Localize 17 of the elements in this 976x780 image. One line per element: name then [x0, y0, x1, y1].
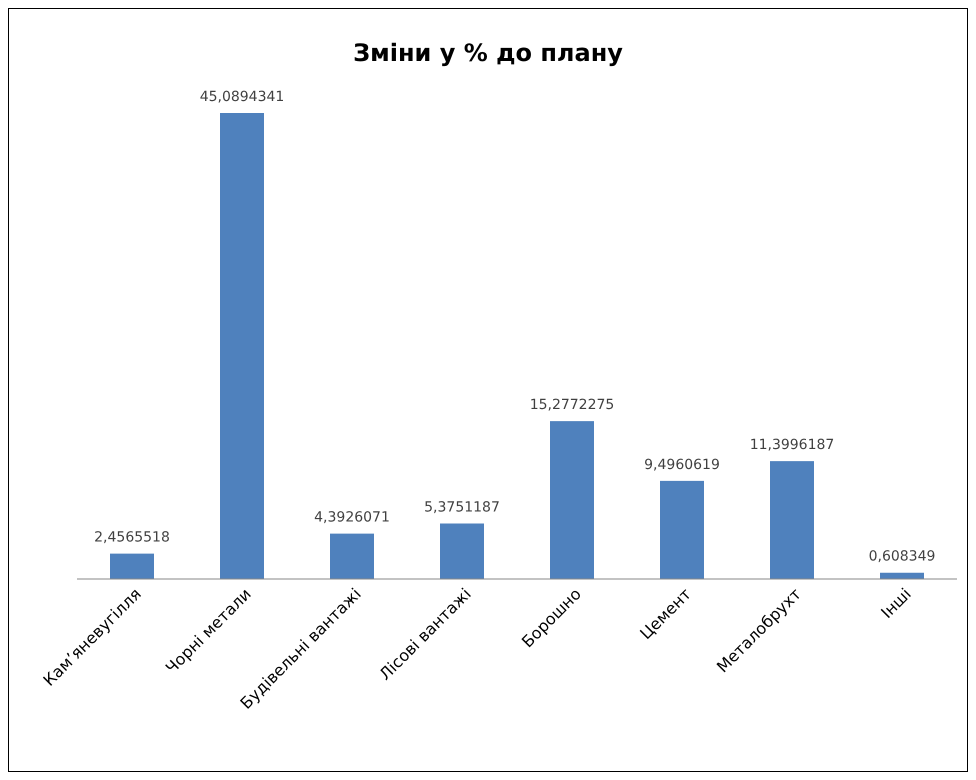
bar	[660, 480, 704, 579]
data-label: 4,3926071	[314, 510, 390, 526]
bar	[110, 554, 154, 579]
data-label: 0,608349	[868, 548, 936, 565]
data-label: 5,3751187	[424, 499, 500, 516]
data-label: 45,0894341	[200, 88, 284, 105]
bar	[880, 572, 924, 579]
data-label: 11,3996187	[750, 437, 834, 454]
bar	[440, 523, 484, 579]
data-label: 2,4565518	[94, 530, 170, 546]
bar	[770, 461, 814, 579]
bar	[330, 534, 374, 579]
chart-title: Зміни у % до плану	[353, 39, 624, 67]
bar	[550, 421, 594, 579]
bar	[220, 112, 264, 579]
data-label: 15,2772275	[530, 397, 614, 414]
data-label: 9,4960619	[644, 456, 720, 473]
